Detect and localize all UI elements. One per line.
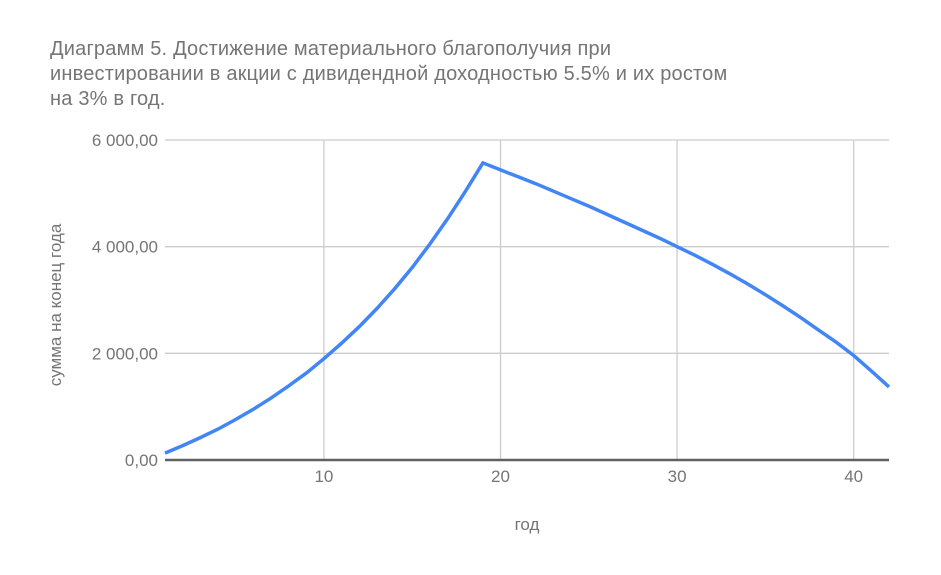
x-axis-title: год [515,515,540,534]
y-tick-label: 2 000,00 [92,344,158,363]
chart-title: Диаграмм 5. Достижение материального бла… [50,37,727,112]
y-tick-label: 4 000,00 [92,238,158,257]
gridlines [165,139,889,460]
y-tick-label: 0,00 [125,451,158,470]
x-tick-label: 30 [668,467,687,486]
tick-labels: 0,00 2 000,00 4 000,00 6 000,00 10 20 30 40 [92,131,863,486]
series-lines [164,160,891,455]
series-line [164,160,891,455]
chart-title-line: инвестировании в акции с дивидендной дох… [50,63,728,85]
x-tick-label: 20 [491,467,510,486]
chart-title-line: Диаграмм 5. Достижение материального бла… [50,38,612,60]
x-tick-label: 10 [314,467,333,486]
x-tick-label: 40 [844,467,863,486]
y-tick-label: 6 000,00 [92,131,158,150]
chart-title-line: на 3% в год. [50,88,166,110]
y-axis-title: сумма на конец года [46,223,65,386]
